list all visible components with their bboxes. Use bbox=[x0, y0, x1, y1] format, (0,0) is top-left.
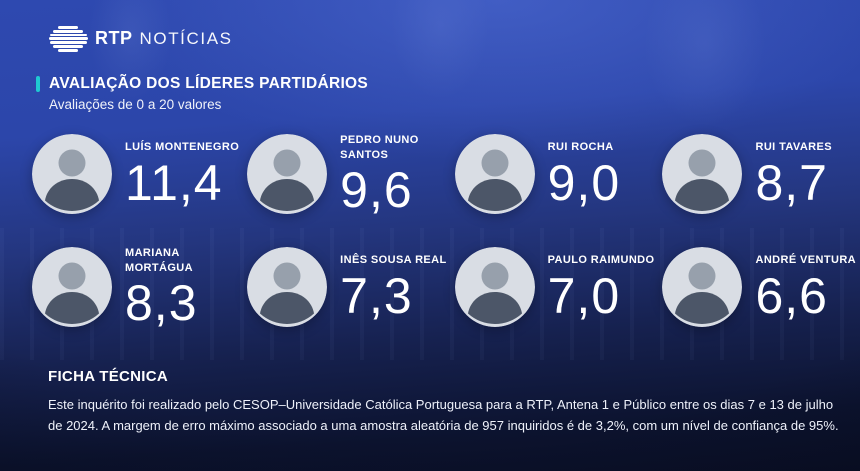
person-silhouette-icon bbox=[247, 247, 328, 327]
avatar-paulo-raimundo bbox=[454, 247, 535, 327]
avatar-ines-sousa-real bbox=[247, 247, 328, 327]
logo-text-noticias: NOTÍCIAS bbox=[139, 28, 233, 48]
title-accent-bar bbox=[36, 76, 40, 92]
leader-score: 8,3 bbox=[125, 274, 198, 331]
leader-score: 8,7 bbox=[755, 154, 828, 211]
leader-card-ines-sousa-real: INÊS SOUSA REAL 7,3 bbox=[247, 246, 446, 328]
leader-score: 7,3 bbox=[340, 267, 413, 324]
title-block: AVALIAÇÃO DOS LÍDERES PARTIDÁRIOS Avalia… bbox=[36, 75, 368, 112]
leader-name: PAULO RAIMUNDO bbox=[547, 254, 655, 267]
avatar-mariana-mortagua bbox=[32, 247, 112, 327]
leader-name: ANDRÉ VENTURA bbox=[755, 254, 857, 267]
leader-name: INÊS SOUSA REAL bbox=[340, 254, 447, 267]
leader-name: PEDRO NUNO SANTOS bbox=[340, 134, 419, 161]
person-silhouette-icon bbox=[32, 134, 112, 214]
rtp-noticias-logo: RTP NOTÍCIAS bbox=[48, 26, 233, 52]
avatar-pedro-nuno-santos bbox=[247, 134, 328, 214]
ficha-tecnica-section: FICHA TÉCNICA Este inquérito foi realiza… bbox=[48, 368, 839, 436]
ficha-tecnica-text: Este inquérito foi realizado pelo CESOP–… bbox=[48, 397, 839, 434]
page-title: AVALIAÇÃO DOS LÍDERES PARTIDÁRIOS bbox=[49, 75, 369, 92]
leader-score: 7,0 bbox=[547, 267, 621, 324]
avatar-luis-montenegro bbox=[32, 134, 112, 214]
leader-name: MARIANA MORTÁGUA bbox=[125, 247, 193, 274]
person-silhouette-icon bbox=[32, 247, 112, 327]
logo-text-rtp: RTP bbox=[95, 28, 133, 49]
leader-score: 6,6 bbox=[755, 267, 828, 324]
leaders-grid: LUÍS MONTENEGRO 11,4 PEDRO NUNO SANTOS 9,… bbox=[32, 133, 856, 328]
page-subtitle: Avaliações de 0 a 20 valores bbox=[49, 97, 222, 112]
person-silhouette-icon bbox=[454, 134, 535, 214]
leader-card-pedro-nuno-santos: PEDRO NUNO SANTOS 9,6 bbox=[247, 133, 446, 215]
leader-card-rui-tavares: RUI TAVARES 8,7 bbox=[662, 133, 856, 215]
leader-card-paulo-raimundo: PAULO RAIMUNDO 7,0 bbox=[454, 246, 655, 328]
person-silhouette-icon bbox=[454, 247, 535, 327]
leader-card-mariana-mortagua: MARIANA MORTÁGUA 8,3 bbox=[32, 246, 239, 328]
person-silhouette-icon bbox=[247, 134, 328, 214]
leader-name: RUI ROCHA bbox=[547, 141, 614, 154]
avatar-rui-rocha bbox=[454, 134, 535, 214]
ficha-tecnica-heading: FICHA TÉCNICA bbox=[48, 368, 169, 385]
person-silhouette-icon bbox=[662, 247, 743, 327]
leader-score: 11,4 bbox=[125, 154, 223, 211]
leader-score: 9,0 bbox=[547, 154, 621, 211]
avatar-andre-ventura bbox=[662, 247, 743, 327]
leader-card-andre-ventura: ANDRÉ VENTURA 6,6 bbox=[662, 246, 856, 328]
leader-card-luis-montenegro: LUÍS MONTENEGRO 11,4 bbox=[32, 133, 239, 215]
leader-name: LUÍS MONTENEGRO bbox=[125, 141, 240, 154]
person-silhouette-icon bbox=[662, 134, 743, 214]
rtp-stripes-icon bbox=[48, 26, 88, 52]
avatar-rui-tavares bbox=[662, 134, 743, 214]
leader-name: RUI TAVARES bbox=[755, 141, 832, 154]
leader-score: 9,6 bbox=[340, 161, 413, 218]
leader-card-rui-rocha: RUI ROCHA 9,0 bbox=[454, 133, 655, 215]
